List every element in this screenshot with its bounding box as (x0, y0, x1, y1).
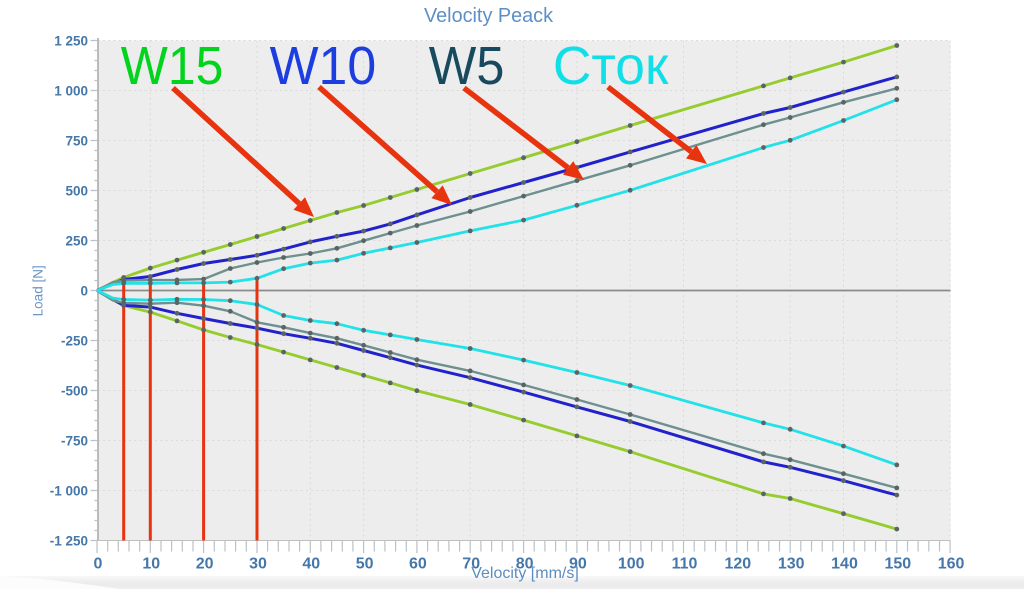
svg-text:140: 140 (831, 556, 858, 573)
svg-text:-750: -750 (61, 434, 88, 449)
svg-text:500: 500 (65, 184, 88, 199)
svg-text:W10: W10 (270, 36, 377, 96)
svg-text:W5: W5 (429, 36, 505, 96)
svg-text:0: 0 (80, 284, 88, 299)
svg-text:30: 30 (249, 556, 267, 573)
svg-text:Сток: Сток (553, 36, 669, 96)
svg-text:120: 120 (724, 556, 751, 573)
svg-text:0: 0 (94, 556, 103, 573)
svg-text:100: 100 (618, 556, 645, 573)
svg-text:80: 80 (516, 556, 534, 573)
svg-text:Velocity Peack: Velocity Peack (424, 4, 554, 27)
svg-text:70: 70 (462, 556, 480, 573)
svg-text:40: 40 (302, 556, 320, 573)
svg-text:1 000: 1 000 (54, 84, 88, 99)
svg-text:Velocity [mm/s]: Velocity [mm/s] (471, 565, 579, 582)
svg-text:90: 90 (569, 556, 587, 573)
svg-text:-250: -250 (61, 334, 88, 349)
svg-text:-1 000: -1 000 (50, 484, 88, 499)
svg-text:60: 60 (409, 556, 427, 573)
svg-text:130: 130 (778, 556, 805, 573)
svg-text:160: 160 (938, 556, 965, 573)
svg-text:250: 250 (65, 234, 88, 249)
svg-text:-1 250: -1 250 (50, 534, 88, 549)
svg-text:W15: W15 (121, 36, 224, 96)
svg-text:150: 150 (884, 556, 911, 573)
svg-text:-500: -500 (61, 384, 88, 399)
svg-text:20: 20 (196, 556, 214, 573)
svg-text:750: 750 (65, 134, 88, 149)
svg-text:10: 10 (142, 556, 160, 573)
svg-text:Load [N]: Load [N] (31, 265, 46, 316)
svg-text:110: 110 (672, 556, 698, 573)
svg-text:1 250: 1 250 (54, 34, 88, 49)
svg-text:50: 50 (356, 556, 374, 573)
